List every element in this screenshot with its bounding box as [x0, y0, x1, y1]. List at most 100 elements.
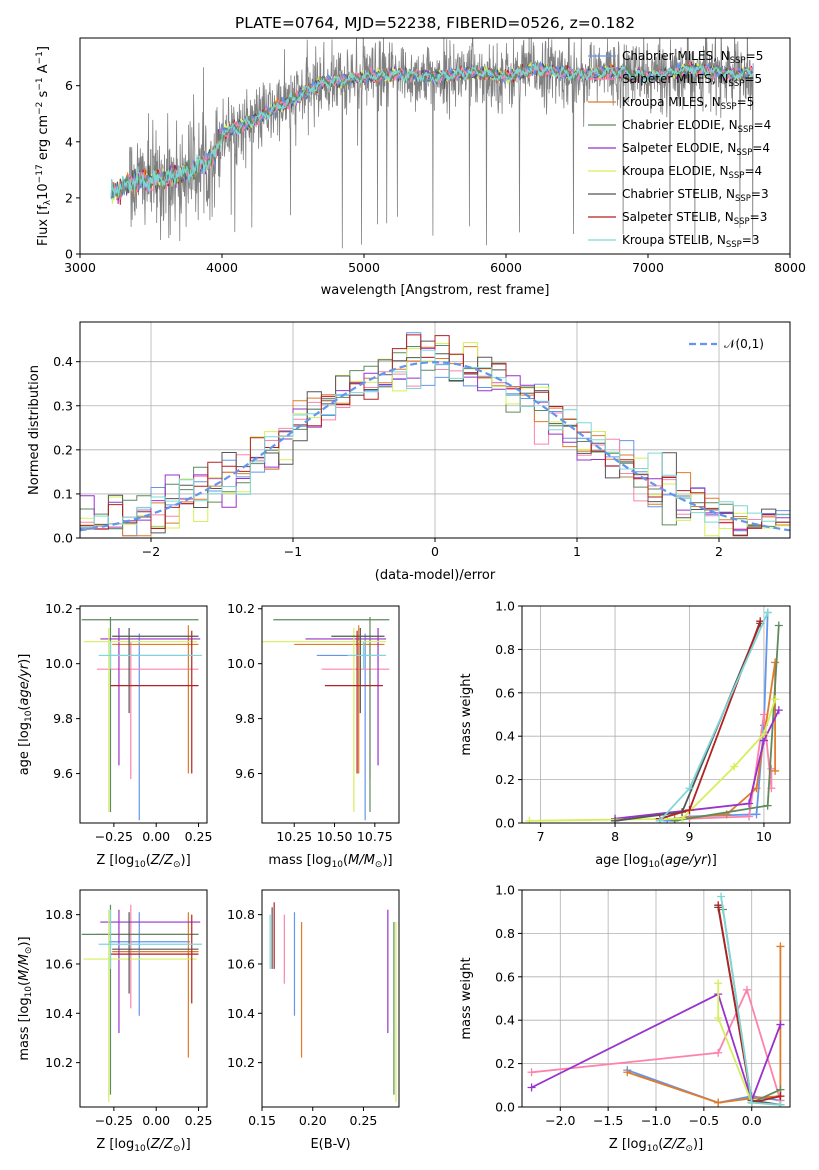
legend-nssp: 4 [755, 164, 763, 178]
x-axis-label-part: ⊙ [173, 860, 181, 870]
y-axis-label-part: λ [43, 199, 53, 205]
x-tick-label: 7000 [632, 260, 664, 275]
sfh-point-marker [776, 1100, 785, 1107]
y-tick-label: 0.3 [53, 398, 73, 413]
sfh-point-marker [717, 892, 726, 901]
x-axis-label-part: )] [181, 853, 191, 868]
x-tick-label: 10.25 [276, 829, 312, 844]
x-axis-label-part: age/yr [665, 853, 708, 868]
x-tick-label: 0 [431, 544, 439, 559]
sfh-point-marker [763, 801, 772, 810]
legend-sub: SSP [735, 194, 751, 204]
x-axis-label-part: Z [log [96, 853, 134, 868]
x-axis-label: mass [log10(M/M⊙)] [268, 853, 392, 870]
y-tick-label: 0.6 [495, 685, 515, 700]
sfh-point-marker [763, 608, 772, 617]
x-axis-label-part: ( [658, 1137, 663, 1152]
legend-series-name: Kroupa STELIB [622, 233, 709, 247]
y-tick-label: 0.1 [53, 486, 73, 501]
x-axis-label: E(B-V) [310, 1137, 350, 1152]
spectrum-axes: 3000 4000 5000 6000 7000 8000 0 2 4 6 [64, 78, 806, 275]
legend-label: Kroupa MILES, NSSP=5 [622, 95, 754, 112]
sfh-point-marker [714, 1098, 723, 1107]
x-axis-label-part: 10 [647, 1144, 659, 1154]
x-tick-label: −2.0 [545, 1113, 575, 1128]
x-axis-label-part: M/M [348, 853, 375, 868]
legend-nssp: 5 [747, 95, 755, 109]
sfh-point-marker [730, 762, 739, 771]
sfh_Z-frame [521, 889, 791, 1108]
sfh-point-marker [774, 621, 783, 630]
legend-label: Chabrier STELIB, NSSP=3 [622, 187, 769, 204]
age_vs_Z-frame [79, 605, 208, 824]
age_vs_mass-axes: 10.25 10.50 10.75 9.6 9.8 10.0 10.2 [227, 601, 393, 844]
legend-sub: SSP [730, 56, 746, 66]
x-tick-label: −0.25 [95, 829, 133, 844]
y-tick-label: 10.2 [45, 601, 73, 616]
y-tick-label: 9.6 [235, 766, 255, 781]
x-axis-label-part: 10 [134, 860, 146, 870]
legend-series-name: Chabrier MILES [622, 49, 713, 63]
y-tick-label: 0.6 [495, 969, 515, 984]
legend-sub: SSP [721, 102, 737, 112]
x-tick-label: 10.50 [317, 829, 353, 844]
y-axis-label-part: mass [log [17, 997, 32, 1060]
sfh-point-marker [742, 985, 751, 994]
legend-nssp: 5 [755, 72, 763, 86]
legend-eq: = [750, 210, 760, 224]
sfh_age-axes: 7 8 9 10 0.0 0.2 0.4 0.6 0.8 1.0 [495, 599, 790, 844]
sfh-point-marker [771, 695, 780, 704]
legend-series-name: Salpeter STELIB [622, 210, 717, 224]
legend-eq: = [744, 164, 754, 178]
y-tick-label: 0.8 [495, 926, 515, 941]
x-axis-label-part: Z [log [96, 1137, 134, 1152]
y-tick-label: 0.2 [495, 772, 515, 787]
x-axis-label-part: Z/Z [662, 1137, 686, 1152]
sfh-point-marker [771, 766, 780, 775]
normal-reference-curve [80, 360, 790, 532]
x-axis-label: (data-model)/error [375, 568, 496, 583]
mass_vs_ebv-axes: 0.15 0.20 0.25 10.2 10.4 10.6 10.8 [227, 907, 377, 1128]
legend-sub: SSP [736, 148, 752, 158]
y-axis-label-part: age/yr [17, 662, 32, 705]
x-axis-label-part: Z/Z [150, 1137, 174, 1152]
x-axis-label-part: mass [log [268, 853, 331, 868]
sfh-point-marker [527, 1068, 536, 1077]
y-axis-label-part: −1 [35, 77, 45, 90]
x-axis-label-part: ⊙ [685, 1144, 693, 1154]
y-tick-label: 1.0 [495, 883, 515, 898]
y-tick-label: 10.0 [227, 656, 255, 671]
sfh-point-marker [611, 816, 620, 823]
y-tick-label: 10.2 [227, 601, 255, 616]
legend-eq: = [744, 72, 754, 86]
legend-label: Chabrier ELODIE, NSSP=4 [622, 118, 771, 135]
sfh-point-marker [771, 658, 780, 667]
sfh-line [626, 1069, 781, 1104]
sfh-point-marker [745, 799, 754, 808]
sfh-line [531, 992, 782, 1104]
residuals-frame [79, 321, 791, 539]
sfh-point-marker [685, 805, 694, 814]
legend-sub: SSP [738, 125, 754, 135]
sfh-point-marker [623, 1068, 632, 1077]
y-axis-label-part: 10 [24, 710, 34, 722]
x-tick-label: −1.5 [593, 1113, 623, 1128]
mass_vs_ebv-frame [261, 889, 400, 1108]
legend-nssp: 4 [762, 141, 770, 155]
sfh_Z-lines [527, 892, 785, 1107]
sfh-point-marker [776, 942, 785, 951]
x-axis-label: Z [log10(Z/Z⊙)] [96, 1137, 190, 1154]
y-axis-label: Flux [fλ10−17 erg cm−2 s−1 A−1] [35, 46, 53, 246]
age_vs_Z-axes: −0.25 0.00 0.25 9.6 9.8 10.0 10.2 [45, 601, 212, 844]
residual-histogram-line [80, 349, 790, 528]
y-tick-label: 10.2 [45, 1055, 73, 1070]
x-tick-label: 0.20 [299, 1113, 327, 1128]
y-axis-label-part: age [log [17, 722, 32, 775]
x-axis-label-part: Z [log [609, 1137, 647, 1152]
legend-sep: , N [712, 72, 729, 86]
y-tick-label: 10.4 [227, 1006, 255, 1021]
legend-label: Salpeter MILES, NSSP=5 [622, 72, 762, 89]
y-axis-label: mass weight [459, 673, 474, 755]
legend-nssp: 3 [761, 187, 769, 201]
sfh-point-marker [685, 784, 694, 793]
